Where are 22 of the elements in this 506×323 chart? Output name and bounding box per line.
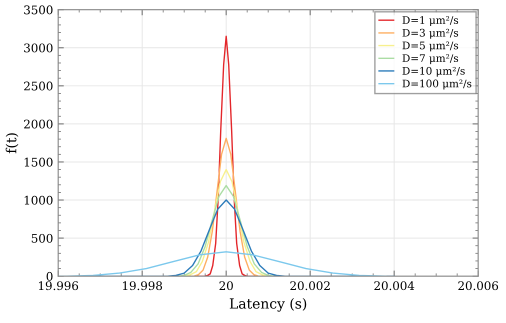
y-tick-label: 1000: [24, 196, 53, 205]
y-tick-label: 0: [46, 272, 53, 281]
y-tick-label: 1500: [24, 158, 53, 167]
legend-label: D=100 μm²/s: [402, 80, 472, 90]
x-tick-label: 20: [219, 281, 233, 290]
x-axis-title: Latency (s): [230, 298, 306, 312]
x-tick-label: 20.004: [374, 281, 414, 290]
legend-label: D=1 μm²/s: [402, 16, 458, 26]
y-tick-label: 500: [32, 234, 53, 243]
legend-label: D=3 μm²/s: [402, 28, 458, 39]
x-tick-label: 20.006: [458, 281, 498, 290]
y-tick-label: 2500: [24, 82, 53, 90]
y-tick-label: 3000: [24, 43, 53, 52]
y-axis-title: f(t): [6, 133, 18, 154]
legend-label: D=5 μm²/s: [402, 41, 458, 52]
y-tick-label: 2000: [24, 120, 53, 129]
y-tick-label: 3500: [24, 5, 53, 14]
x-tick-label: 19.998: [122, 281, 162, 290]
x-tick-label: 19.996: [38, 281, 78, 290]
x-tick-label: 20.002: [290, 281, 330, 290]
legend-label: D=7 μm²/s: [402, 54, 458, 64]
legend-label: D=10 μm²/s: [402, 66, 465, 77]
